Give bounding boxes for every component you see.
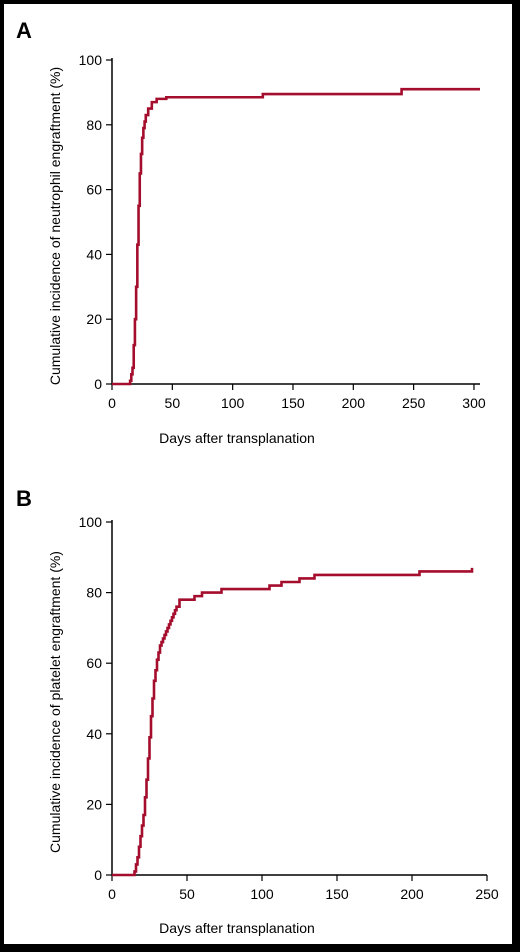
- panel-a-y-tick-label: 20: [86, 311, 102, 327]
- panel-a-x-tick-label: 50: [165, 395, 181, 411]
- panel-b-x-axis-label: Days after transplanation: [159, 920, 315, 936]
- panel-a-y-tick-label: 40: [86, 246, 102, 262]
- panel-b-y-tick-label: 100: [79, 514, 103, 530]
- panel-a-x-tick-label: 150: [281, 395, 305, 411]
- panel-b-y-tick-label: 40: [86, 726, 102, 742]
- plot-layer: 0 20 40 60 80 100 0 50 100 150 200 250 300 0 20 40 60 80 1…: [79, 52, 499, 902]
- panel-a-x-tick-label: 0: [108, 395, 116, 411]
- panel-b-letter: B: [16, 486, 32, 511]
- panel-b-x-tick-label: 200: [400, 886, 424, 902]
- panel-a-y-axis-label: Cumulative incidence of neutrophil engra…: [47, 67, 63, 385]
- panel-a-x-tick-label: 300: [462, 395, 486, 411]
- panel-b-x-tick-label: 100: [250, 886, 274, 902]
- figure-panel: A Days after transplanation Cumulative i…: [4, 4, 512, 944]
- panel-b-x-tick-label: 150: [325, 886, 349, 902]
- panel-a-y-tick-label: 100: [79, 52, 103, 68]
- panel-a-letter: A: [16, 18, 32, 43]
- panel-a-series-line: [112, 87, 480, 386]
- panel-b-x-tick-label: 50: [179, 886, 195, 902]
- panel-a-x-axis-label: Days after transplanation: [159, 430, 315, 446]
- panel-a-y-tick-label: 60: [86, 182, 102, 198]
- panel-b-y-tick-label: 0: [94, 867, 102, 883]
- panel-b-y-tick-label: 80: [86, 585, 102, 601]
- chart-canvas: A Days after transplanation Cumulative i…: [16, 18, 499, 936]
- panel-a-x-tick-label: 250: [402, 395, 426, 411]
- panel-b-series-line: [112, 567, 474, 877]
- panel-b-x-tick-label: 250: [475, 886, 499, 902]
- panel-b-x-tick-label: 0: [108, 886, 116, 902]
- panel-a-y-tick-label: 0: [94, 376, 102, 392]
- panel-a-x-tick-label: 200: [342, 395, 366, 411]
- panel-a-y-tick-label: 80: [86, 117, 102, 133]
- panel-b-y-axis-label: Cumulative incidence of platelet engraft…: [47, 551, 63, 853]
- panel-b-y-tick-label: 60: [86, 655, 102, 671]
- panel-a-x-tick-label: 100: [221, 395, 245, 411]
- panel-b-y-tick-label: 20: [86, 796, 102, 812]
